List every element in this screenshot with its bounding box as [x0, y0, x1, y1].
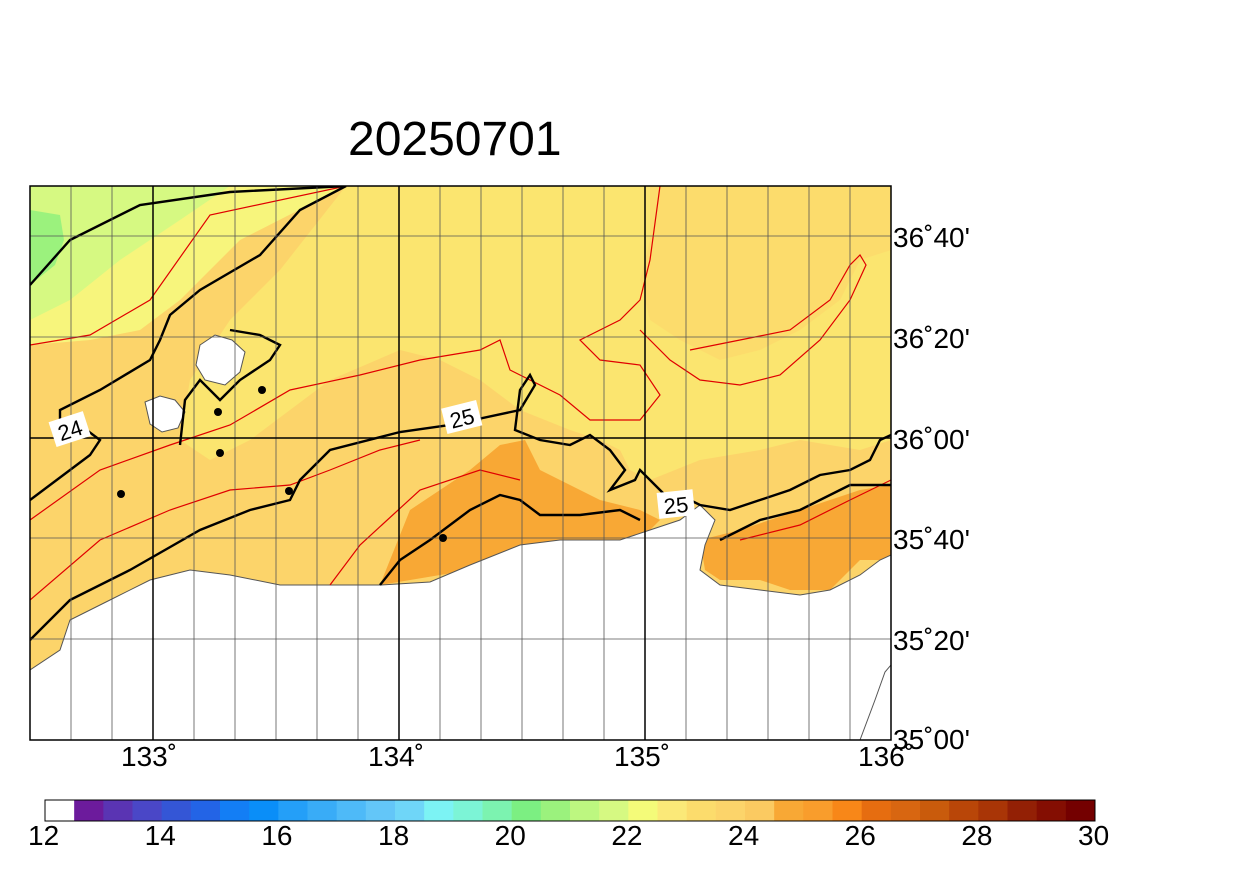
station-marker: [216, 449, 224, 457]
graticule-major: [30, 186, 891, 740]
colorbar-swatch: [949, 800, 979, 821]
colorbar-tick-label: 24: [728, 820, 760, 851]
colorbar-swatch: [832, 800, 863, 821]
colorbar-border: [44, 799, 1096, 822]
colorbar-swatch: [920, 800, 950, 821]
contour-label-25a-text: 25: [447, 403, 477, 433]
graticule: [30, 186, 891, 740]
lon-label-134: 134˚: [368, 741, 425, 772]
colorbar-tick-label: 26: [844, 820, 876, 851]
lat-label-3640: 36˚40': [893, 222, 970, 253]
station-marker: [117, 490, 125, 498]
colorbar-swatch: [424, 800, 454, 821]
lat-label-3620: 36˚20': [893, 323, 970, 354]
colorbar-swatch: [1065, 800, 1096, 821]
colorbar-swatch: [1007, 800, 1038, 821]
colorbar-swatch: [482, 800, 513, 821]
colorbar-swatch: [657, 800, 688, 821]
sst-field: [30, 186, 891, 740]
lon-label-136: 136˚: [858, 741, 915, 772]
colorbar-swatch: [132, 800, 163, 821]
colorbar-swatch: [220, 800, 250, 821]
colorbar-swatch: [307, 800, 338, 821]
colorbar-swatch: [511, 800, 542, 821]
colorbar-swatch: [249, 800, 279, 821]
map-frame: [29, 185, 892, 741]
colorbar-tick-label: 18: [378, 820, 410, 851]
colorbar-swatch: [861, 800, 892, 821]
colorbar-tick-label: 22: [611, 820, 643, 851]
contour-label-25b: 25: [656, 489, 696, 519]
contour-label-24: 24: [48, 411, 91, 447]
colorbar-swatch: [890, 800, 921, 821]
colorbar-swatch: [628, 800, 658, 821]
colorbar-tick-label: 28: [961, 820, 993, 851]
colorbar-swatch: [686, 800, 717, 821]
colorbar-swatch: [395, 800, 425, 821]
colorbar-swatch: [540, 800, 571, 821]
station-marker: [258, 386, 266, 394]
lat-label-3540: 35˚40': [893, 524, 970, 555]
colorbar-swatch: [336, 800, 367, 821]
station-markers: [117, 386, 447, 542]
colorbar-tick-label: 14: [144, 820, 176, 851]
colorbar-tick-label: 30: [1078, 820, 1110, 851]
colorbar-swatch: [1036, 800, 1067, 821]
lon-label-135: 135˚: [614, 741, 671, 772]
contour-label-25b-text: 25: [663, 492, 690, 519]
colorbar-swatch: [599, 800, 629, 821]
colorbar-swatch: [570, 800, 600, 821]
colorbar-tick-label: 20: [494, 820, 526, 851]
colorbar-swatch: [453, 800, 483, 821]
colorbar-swatch: [365, 800, 396, 821]
lat-label-3500: 35˚00': [893, 724, 970, 755]
colorbar-swatch: [103, 800, 133, 821]
colorbar-swatch: [745, 800, 775, 821]
lat-label-3520: 35˚20': [893, 625, 970, 656]
colorbar-swatch: [715, 800, 746, 821]
colorbar-swatch: [161, 800, 192, 821]
colorbar-swatch: [190, 800, 221, 821]
colorbar-tick-label: 16: [261, 820, 293, 851]
colorbar-swatch: [278, 800, 308, 821]
colorbar-tick-label: 12: [28, 820, 60, 851]
lat-label-3600: 36˚00': [893, 424, 970, 455]
station-marker: [439, 534, 447, 542]
station-marker: [285, 487, 293, 495]
station-marker: [214, 408, 222, 416]
lon-label-133: 133˚: [121, 741, 178, 772]
colorbar: [44, 799, 1096, 822]
colorbar-swatch: [803, 800, 833, 821]
colorbar-swatch: [74, 800, 104, 821]
colorbar-swatch: [978, 800, 1008, 821]
colorbar-swatch: [45, 800, 75, 821]
colorbar-swatch: [774, 800, 804, 821]
contour-label-25a: 25: [441, 400, 483, 434]
map-title: 20250701: [348, 113, 562, 166]
